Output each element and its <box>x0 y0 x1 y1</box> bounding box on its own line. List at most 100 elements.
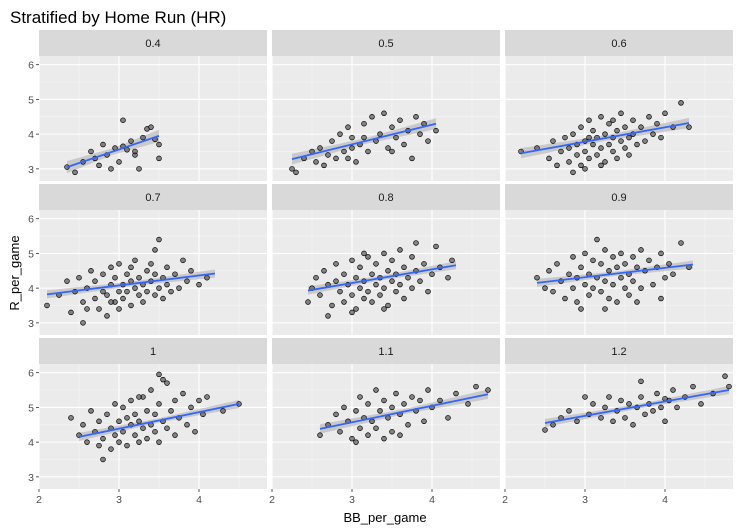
data-point <box>124 442 130 449</box>
data-point <box>598 288 604 295</box>
data-point <box>626 134 632 141</box>
data-point <box>313 274 319 281</box>
data-point <box>610 148 616 155</box>
data-point <box>686 124 692 130</box>
data-point <box>88 268 94 274</box>
data-point <box>473 383 479 390</box>
data-point <box>120 295 126 302</box>
data-point <box>570 131 576 137</box>
data-point <box>361 295 367 302</box>
data-point <box>353 306 359 312</box>
data-point <box>369 418 375 425</box>
data-point <box>136 292 142 298</box>
data-point <box>156 285 162 291</box>
data-point <box>108 166 114 172</box>
data-point <box>445 415 451 421</box>
data-point <box>377 292 383 298</box>
data-point <box>433 127 439 134</box>
data-point <box>220 408 226 414</box>
data-point <box>148 387 154 393</box>
facet-strip-label: 0.7 <box>145 192 160 204</box>
data-point <box>546 268 552 274</box>
data-point <box>156 439 162 445</box>
data-point <box>329 302 335 309</box>
data-point <box>369 299 375 305</box>
data-point <box>172 432 178 438</box>
data-point <box>108 446 114 452</box>
data-point <box>365 148 371 155</box>
data-point <box>630 422 636 428</box>
y-tick-label: 5 <box>28 402 34 414</box>
facet-strip <box>272 338 500 364</box>
y-tick-label: 4 <box>28 129 34 141</box>
data-point <box>658 134 664 141</box>
data-point <box>144 435 150 442</box>
data-point <box>417 397 423 404</box>
data-point <box>132 257 138 264</box>
data-point <box>598 261 604 267</box>
data-point <box>634 141 640 148</box>
data-point <box>164 380 170 386</box>
panel-background <box>505 56 733 181</box>
data-point <box>188 268 194 274</box>
data-point <box>650 131 656 137</box>
data-point <box>333 411 339 418</box>
data-point <box>349 257 355 264</box>
data-point <box>128 397 134 404</box>
regression-line <box>544 389 730 424</box>
data-point <box>690 383 696 390</box>
data-point <box>333 155 339 162</box>
data-point <box>570 285 576 291</box>
data-point <box>409 285 415 291</box>
panel-contents <box>289 110 439 176</box>
data-point <box>598 162 604 169</box>
data-point <box>104 292 110 298</box>
x-tick-label: 4 <box>662 494 668 506</box>
facet-strip <box>39 338 267 364</box>
data-point <box>349 435 355 442</box>
data-point <box>582 148 588 155</box>
data-point <box>662 418 668 425</box>
x-tick-label: 2 <box>502 494 508 506</box>
data-point <box>413 240 419 246</box>
data-point <box>112 432 118 438</box>
data-point <box>120 404 126 411</box>
data-point <box>554 261 560 267</box>
data-point <box>184 278 190 284</box>
data-point <box>590 141 596 148</box>
data-point <box>409 155 415 162</box>
data-point <box>381 110 387 117</box>
facet-strip-label: 0.6 <box>611 38 626 50</box>
data-point <box>586 292 592 298</box>
data-point <box>188 404 194 411</box>
data-point <box>578 162 584 169</box>
regression-line <box>78 403 240 438</box>
data-point <box>722 373 728 379</box>
data-point <box>373 261 379 267</box>
facet-strip-label: 1.2 <box>611 346 626 358</box>
data-point <box>381 285 387 291</box>
data-point <box>618 250 624 257</box>
y-axis-title: R_per_game <box>7 235 22 310</box>
x-tick-label: 4 <box>429 494 435 506</box>
panel-contents <box>68 371 242 463</box>
y-tick-label: 3 <box>28 472 34 484</box>
data-point <box>369 114 375 120</box>
data-point <box>349 292 355 298</box>
data-point <box>646 114 652 120</box>
data-point <box>176 285 182 291</box>
data-point <box>393 288 399 295</box>
data-point <box>120 117 126 123</box>
data-point <box>550 288 556 295</box>
data-point <box>638 124 644 130</box>
data-point <box>325 152 331 158</box>
data-point <box>349 309 355 316</box>
data-point <box>116 418 122 425</box>
data-point <box>401 401 407 407</box>
data-point <box>389 124 395 130</box>
data-point <box>389 278 395 284</box>
data-point <box>614 264 620 271</box>
data-point <box>421 418 427 425</box>
data-point <box>425 387 431 393</box>
